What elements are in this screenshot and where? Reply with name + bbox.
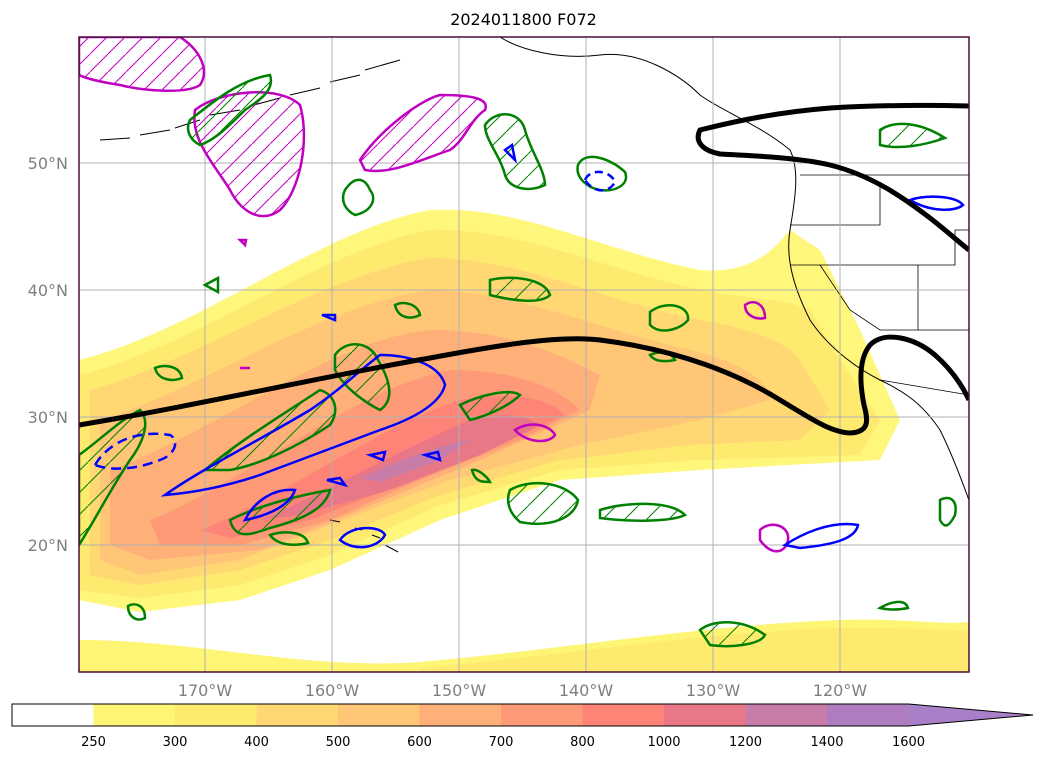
colorbar-swatch <box>12 704 94 726</box>
green-region-small-d <box>876 600 910 611</box>
green-region-small-e <box>938 496 957 527</box>
alaska-coast <box>499 37 969 501</box>
colorbar-tick-label: 1400 <box>810 735 843 750</box>
colorbar-swatch <box>827 704 909 726</box>
colorbar-swatch <box>419 704 502 726</box>
blue-region-east <box>781 522 860 550</box>
green-region-40n <box>488 276 552 303</box>
colorbar-swatch <box>93 704 176 726</box>
lon-label-170: 170°W <box>178 681 233 700</box>
green-region-small-b <box>267 531 310 546</box>
colorbar-tick-label: 250 <box>81 735 106 750</box>
green-region-152w <box>458 391 522 422</box>
ivt-band-1200 <box>360 440 470 482</box>
colorbar-tick-label: 700 <box>489 735 514 750</box>
colorbar-swatch <box>175 704 257 726</box>
blue-small-1 <box>420 450 442 462</box>
colorbar-swatch <box>338 704 420 726</box>
magenta-region-nw <box>79 37 206 93</box>
colorbar-tick-label: 500 <box>326 735 351 750</box>
map-frame <box>78 36 970 673</box>
magenta-small-1 <box>513 423 557 443</box>
blue-region-bc <box>907 195 965 211</box>
colorbar: 250 300 400 500 600 700 800 1000 1200 1400 1600 <box>11 703 1034 750</box>
state-borders <box>790 174 969 396</box>
magenta-dot-1 <box>236 238 248 248</box>
lat-label-20: 20°N <box>28 536 68 555</box>
green-region-west <box>79 408 147 548</box>
lat-labels: 50°N 40°N 30°N 20°N <box>28 154 68 555</box>
jet-line-main <box>79 334 969 436</box>
green-region-south-2 <box>598 502 688 522</box>
ivt-fill <box>79 209 969 672</box>
lat-label-40: 40°N <box>28 281 68 300</box>
colorbar-outline <box>11 703 1034 727</box>
magenta-small-3 <box>758 523 790 553</box>
colorbar-tick-label: 1200 <box>729 735 762 750</box>
blue-region-small-north <box>503 142 518 164</box>
green-region-small-c <box>126 603 147 621</box>
lon-labels: 170°W 160°W 150°W 140°W 130°W 120°W <box>178 681 868 700</box>
colorbar-swatch <box>501 704 583 726</box>
green-region-small-40n <box>393 301 422 319</box>
blue-small-4 <box>321 313 337 322</box>
jet-line-north <box>695 102 969 252</box>
lon-label-130: 130°W <box>686 681 741 700</box>
colorbar-swatch <box>256 704 339 726</box>
blue-small-3 <box>326 476 349 488</box>
colorbar-swatches <box>11 703 1034 727</box>
green-region-small-a <box>153 364 184 382</box>
green-region-bc <box>878 122 948 149</box>
colorbar-tick-label: 1600 <box>892 735 925 750</box>
blue-region-south <box>242 488 297 522</box>
colorbar-labels: 250 300 400 500 600 700 800 1000 1200 1400 1600 <box>81 735 925 750</box>
green-region-alaska <box>186 73 273 147</box>
blue-small-2 <box>365 450 387 462</box>
lon-label-120: 120°W <box>813 681 868 700</box>
lat-label-50: 50°N <box>28 154 68 173</box>
colorbar-extend-arrow <box>908 704 1033 726</box>
green-region-south-3 <box>228 488 332 536</box>
green-region-small-h <box>470 468 493 484</box>
jet-lines <box>79 102 969 436</box>
magenta-small-2 <box>743 301 767 320</box>
colorbar-tick-label: 400 <box>244 735 269 750</box>
green-region-north-2 <box>576 155 628 192</box>
green-region-bering <box>341 178 375 217</box>
lon-label-140: 140°W <box>559 681 614 700</box>
lat-label-30: 30°N <box>28 408 68 427</box>
green-region-south-4 <box>698 620 767 648</box>
map-title: 2024011800 F072 <box>450 10 597 29</box>
lon-label-150: 150°W <box>432 681 487 700</box>
blue-region-main <box>160 353 447 497</box>
blue-region-hawaii <box>338 526 387 549</box>
colorbar-tick-label: 1000 <box>647 735 680 750</box>
green-region-small-f <box>202 275 220 295</box>
map-area <box>79 37 969 672</box>
colorbar-tick-label: 600 <box>407 735 432 750</box>
green-region-north-1 <box>483 113 547 191</box>
colorbar-swatch <box>745 704 828 726</box>
green-region-135w <box>648 304 690 332</box>
blue-contours <box>93 142 965 550</box>
magenta-region-central <box>358 93 487 173</box>
colorbar-swatch <box>664 704 746 726</box>
colorbar-tick-label: 300 <box>163 735 188 750</box>
lon-label-160: 160°W <box>305 681 360 700</box>
ivt-band-300-south <box>420 627 969 672</box>
colorbar-tick-label: 800 <box>570 735 595 750</box>
colorbar-swatch <box>582 704 665 726</box>
blue-region-dashed-west <box>93 432 177 470</box>
green-region-south-1 <box>506 482 580 525</box>
green-region-hawaii-n <box>333 343 391 412</box>
